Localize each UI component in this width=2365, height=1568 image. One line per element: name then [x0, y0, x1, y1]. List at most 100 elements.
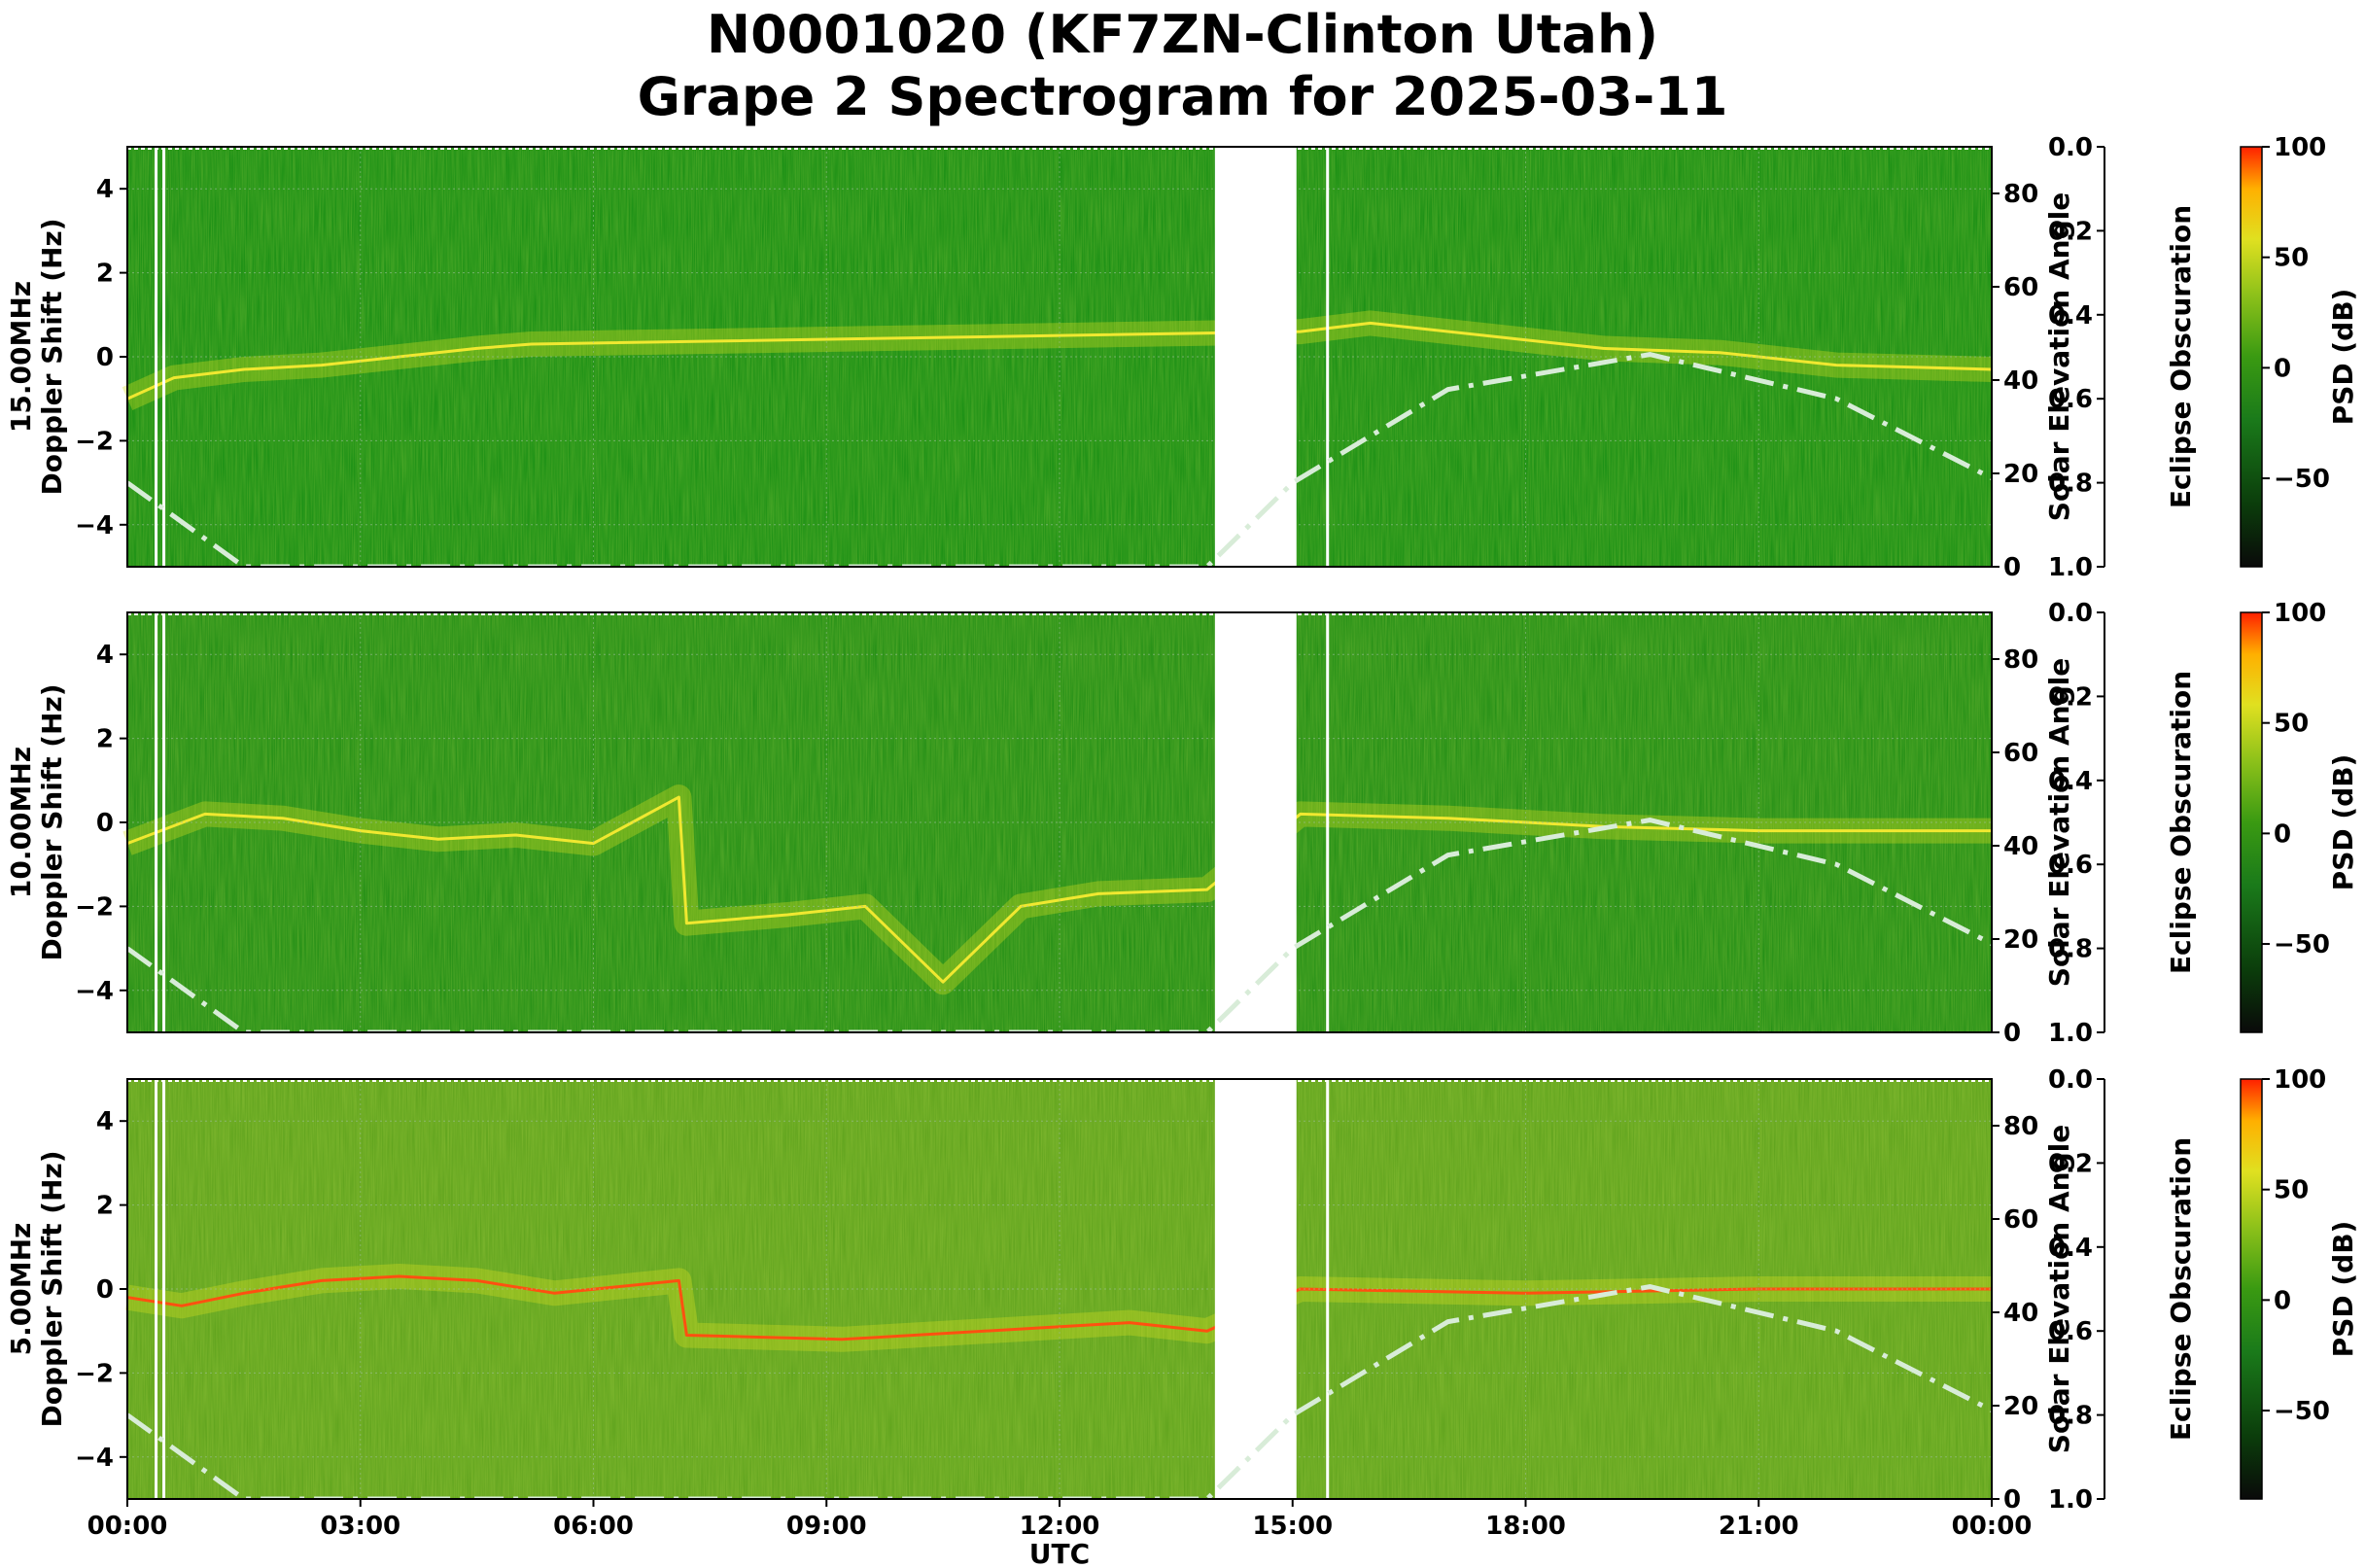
x-tick-label: 06:00: [553, 1512, 634, 1541]
eclipse-axis-label: Eclipse Obscuration: [2165, 1137, 2197, 1441]
solar-tick-label: 60: [2003, 273, 2038, 302]
colorbar-label: PSD (dB): [2327, 754, 2359, 891]
solar-tick-label: 20: [2003, 460, 2038, 489]
eclipse-tick-label: 0.8: [2048, 1402, 2093, 1431]
y-tick-label: −2: [75, 427, 114, 456]
eclipse-tick-label: 0.2: [2048, 217, 2093, 246]
y-tick-label: −4: [75, 511, 114, 540]
solar-tick-label: 80: [2003, 645, 2038, 675]
y-tick-label: −2: [75, 1359, 114, 1388]
eclipse-tick-label: 0.4: [2048, 767, 2093, 796]
title-line-2: Grape 2 Spectrogram for 2025-03-11: [637, 66, 1728, 127]
title-line-1: N0001020 (KF7ZN-Clinton Utah): [706, 4, 1659, 65]
colorbar-tick-label: 50: [2274, 1176, 2309, 1205]
x-tick-label: 12:00: [1020, 1512, 1100, 1541]
eclipse-tick-label: 0.6: [2048, 851, 2093, 880]
colorbar-tick-label: 100: [2274, 1065, 2326, 1095]
chart-title: N0001020 (KF7ZN-Clinton Utah) Grape 2 Sp…: [0, 0, 2365, 128]
eclipse-tick-label: 0.6: [2048, 385, 2093, 414]
eclipse-axis-label: Eclipse Obscuration: [2165, 205, 2197, 508]
spectrogram-panel-3: 420−2−45.00MHz Doppler Shift (Hz)80604020…: [5, 1065, 2359, 1515]
solar-tick-label: 20: [2003, 1392, 2038, 1421]
data-gap: [1214, 147, 1297, 567]
colorbar-tick-label: −50: [2274, 930, 2330, 959]
y-tick-label: 0: [96, 343, 114, 372]
x-axis-label: UTC: [1029, 1538, 1090, 1568]
solar-elevation-curve: [127, 818, 1992, 1032]
x-tick-label: 03:00: [320, 1512, 400, 1541]
colorbar-tick-label: 50: [2274, 710, 2309, 739]
colorbar-tick-label: 100: [2274, 133, 2326, 162]
colorbar-tick-label: 0: [2274, 1286, 2291, 1315]
solar-tick-label: 40: [2003, 1299, 2038, 1328]
eclipse-axis-label: Eclipse Obscuration: [2165, 671, 2197, 974]
y-tick-label: 0: [96, 809, 114, 838]
colorbar-tick-label: 0: [2274, 354, 2291, 383]
y-axis-frequency-label: 15.00MHz: [5, 281, 37, 433]
y-axis-label: Doppler Shift (Hz): [36, 1150, 68, 1427]
y-tick-label: 0: [96, 1275, 114, 1305]
eclipse-tick-label: 0.0: [2048, 1065, 2093, 1095]
y-tick-label: 4: [96, 641, 114, 670]
solar-tick-label: 0: [2003, 553, 2021, 582]
solar-tick-label: 60: [2003, 1205, 2038, 1235]
eclipse-tick-label: 0.4: [2048, 1234, 2093, 1263]
solar-axis-label: Solar Elevation Angle: [2043, 192, 2075, 521]
y-axis-frequency-label: 5.00MHz: [5, 1223, 37, 1356]
colorbar-tick-label: 50: [2274, 244, 2309, 273]
eclipse-tick-label: 0.4: [2048, 301, 2093, 331]
doppler-trace: [126, 321, 1993, 401]
solar-axis-label: Solar Elevation Angle: [2043, 1125, 2075, 1453]
eclipse-tick-label: 0.6: [2048, 1317, 2093, 1346]
y-tick-label: 4: [96, 1107, 114, 1136]
colorbar: [2240, 1078, 2263, 1500]
data-gap: [1214, 612, 1297, 1032]
colorbar: [2240, 611, 2263, 1033]
eclipse-tick-label: 1.0: [2048, 1019, 2093, 1048]
colorbar-tick-label: −50: [2274, 1397, 2330, 1426]
y-axis-frequency-label: 10.00MHz: [5, 747, 37, 898]
spectrogram-panel-1: 420−2−415.00MHz Doppler Shift (Hz)8060402…: [5, 133, 2359, 582]
solar-tick-label: 20: [2003, 925, 2038, 955]
y-tick-label: −2: [75, 892, 114, 922]
colorbar-label: PSD (dB): [2327, 1221, 2359, 1358]
y-axis-label: Doppler Shift (Hz): [36, 683, 68, 960]
colorbar-tick-label: 100: [2274, 599, 2326, 628]
eclipse-tick-label: 1.0: [2048, 553, 2093, 582]
solar-tick-label: 80: [2003, 1112, 2038, 1141]
solar-elevation-curve: [127, 1284, 1992, 1499]
solar-tick-label: 40: [2003, 366, 2038, 396]
solar-elevation-curve: [127, 352, 1992, 567]
y-tick-label: 2: [96, 1192, 114, 1221]
eclipse-tick-label: 0.2: [2048, 682, 2093, 712]
eclipse-tick-label: 1.0: [2048, 1485, 2093, 1515]
y-tick-label: 2: [96, 725, 114, 754]
solar-tick-label: 40: [2003, 832, 2038, 861]
x-tick-label: 09:00: [786, 1512, 867, 1541]
solar-tick-label: 80: [2003, 180, 2038, 209]
x-tick-label: 15:00: [1252, 1512, 1333, 1541]
x-tick-label: 00:00: [87, 1512, 168, 1541]
eclipse-tick-label: 0.0: [2048, 599, 2093, 628]
colorbar-tick-label: −50: [2274, 465, 2330, 494]
x-tick-label: 21:00: [1719, 1512, 1799, 1541]
x-tick-label: 00:00: [1952, 1512, 2033, 1541]
eclipse-tick-label: 0.2: [2048, 1149, 2093, 1178]
eclipse-tick-label: 0.8: [2048, 470, 2093, 499]
colorbar: [2240, 146, 2263, 568]
y-axis-label: Doppler Shift (Hz): [36, 218, 68, 495]
eclipse-tick-label: 0.8: [2048, 935, 2093, 964]
spectrogram-panel-2: 420−2−410.00MHz Doppler Shift (Hz)8060402…: [5, 599, 2359, 1048]
solar-axis-label: Solar Elevation Angle: [2043, 658, 2075, 987]
data-gap: [1214, 1079, 1297, 1499]
y-tick-label: 2: [96, 260, 114, 289]
solar-tick-label: 60: [2003, 739, 2038, 768]
colorbar-label: PSD (dB): [2327, 289, 2359, 426]
eclipse-tick-label: 0.0: [2048, 133, 2093, 162]
solar-tick-label: 0: [2003, 1019, 2021, 1048]
y-tick-label: 4: [96, 175, 114, 204]
doppler-trace: [126, 1274, 1992, 1342]
colorbar-tick-label: 0: [2274, 819, 2291, 849]
y-tick-label: −4: [75, 977, 114, 1006]
